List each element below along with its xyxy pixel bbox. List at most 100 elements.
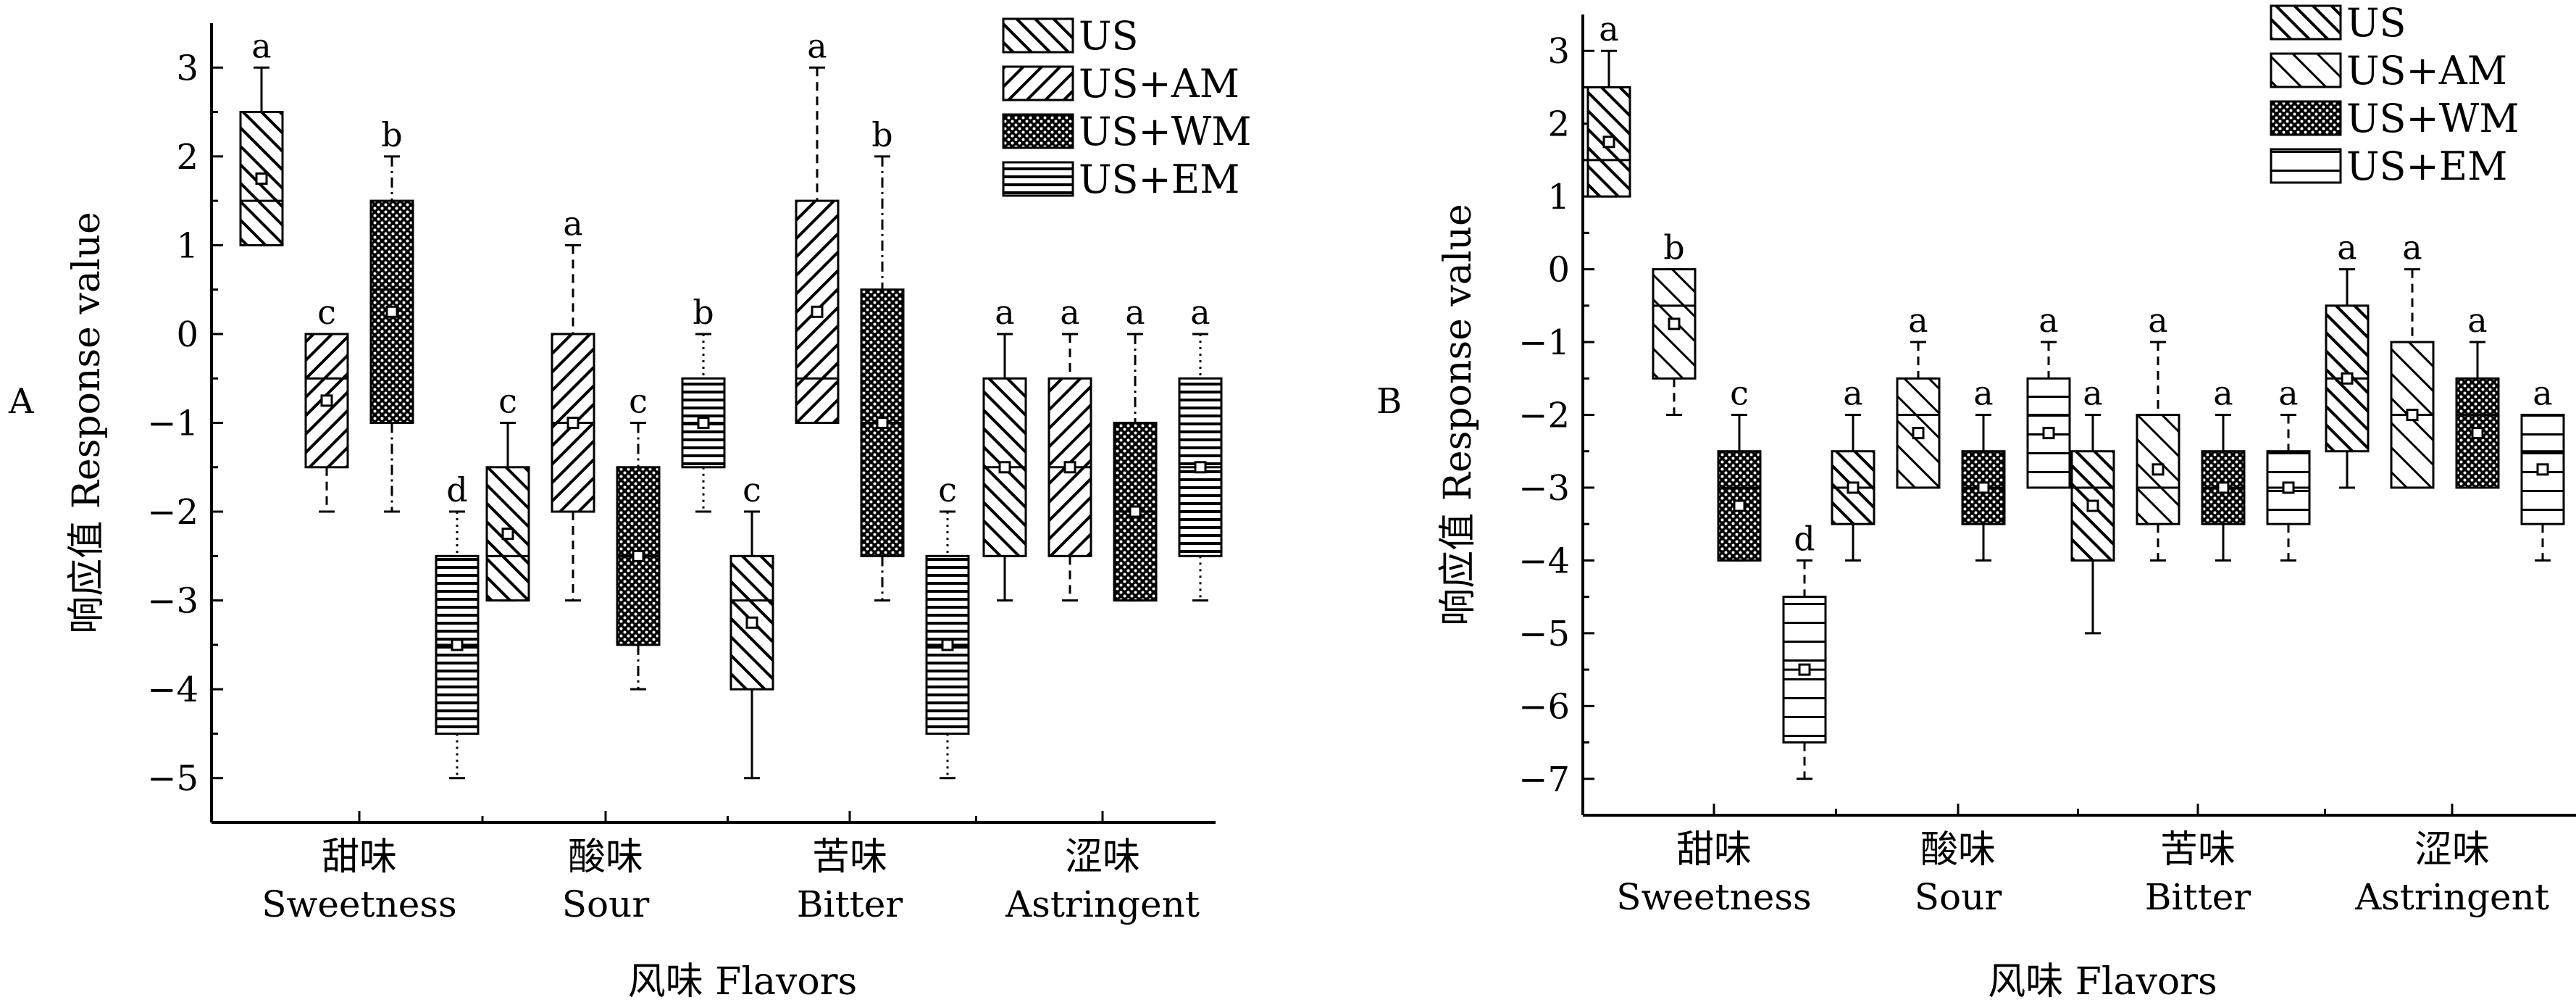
significance-letter: a: [2467, 301, 2487, 340]
box-us-0: a: [1586, 9, 1631, 198]
significance-letter: a: [2038, 301, 2058, 340]
legend-swatch: [1002, 161, 1074, 197]
significance-letter: a: [2213, 374, 2233, 413]
y-tick-label: −1: [1518, 322, 1570, 363]
legend-label: US+WM: [2346, 96, 2519, 141]
significance-letter: d: [446, 470, 467, 509]
box-usem-2: c: [925, 470, 970, 780]
box-uswm-0: b: [369, 115, 414, 513]
mean-marker: [2086, 499, 2099, 512]
mean-marker: [745, 616, 758, 629]
y-tick-label: −7: [1518, 759, 1570, 800]
mean-marker: [2536, 463, 2549, 476]
box-uswm-1: c: [616, 382, 661, 691]
y-tick-label: 0: [1547, 250, 1570, 291]
box-usem-1: a: [2026, 301, 2071, 489]
legend-swatch: [2270, 148, 2342, 184]
box-us-1: a: [1831, 374, 1875, 562]
box-uswm-3: a: [1113, 293, 1158, 602]
mean-marker: [501, 528, 514, 541]
x-category-label-en: Bitter: [2145, 876, 2251, 918]
mean-marker: [2341, 372, 2354, 385]
significance-letter: d: [1794, 519, 1815, 558]
box-usem-3: a: [1178, 293, 1223, 602]
box-usam-3: a: [2390, 228, 2435, 489]
y-tick-label: 0: [176, 314, 198, 355]
x-category-label-en: Sweetness: [262, 883, 456, 925]
y-tick-label: −3: [1518, 468, 1570, 509]
legend-label: US: [1079, 13, 1139, 59]
y-tick-label: −2: [1518, 396, 1570, 436]
mean-marker: [1733, 499, 1746, 512]
mean-marker: [2217, 481, 2230, 494]
mean-marker: [941, 638, 954, 651]
mean-marker: [998, 461, 1011, 474]
x-category-label-en: Sweetness: [1616, 876, 1811, 918]
legend-label: US+EM: [2346, 143, 2507, 189]
mean-marker: [1798, 663, 1811, 676]
y-tick-label: −5: [1518, 614, 1570, 654]
mean-marker: [1977, 481, 1990, 494]
significance-letter: c: [498, 382, 517, 421]
box-usem-3: a: [2520, 374, 2565, 562]
box-usem-1: b: [681, 293, 726, 513]
box-us-0: a: [239, 26, 284, 246]
y-tick-label: −6: [1518, 686, 1570, 727]
box-usam-2: a: [795, 26, 840, 424]
significance-letter: a: [2402, 228, 2422, 267]
mean-marker: [566, 417, 580, 429]
legend-label: US+WM: [1079, 109, 1252, 154]
significance-letter: a: [2148, 301, 2167, 340]
y-tick-label: 1: [176, 225, 198, 266]
mean-marker: [451, 638, 464, 651]
x-category-label-cn: 酸味: [1920, 828, 1996, 872]
significance-letter: a: [251, 26, 271, 65]
mean-marker: [1063, 461, 1076, 474]
x-category-label-cn: 酸味: [568, 836, 643, 879]
box-usam-3: a: [1047, 293, 1092, 602]
box-body: [304, 333, 349, 469]
significance-letter: b: [381, 115, 402, 154]
box-usem-0: d: [1782, 519, 1827, 780]
x-axis-label: 风味 Flavors: [1988, 960, 2217, 1000]
legend-label: US: [2346, 0, 2406, 46]
legend-swatch: [2270, 4, 2342, 41]
box-us-2: c: [729, 470, 774, 780]
y-tick-label: −2: [147, 492, 198, 533]
y-axis-label: 响应值 Response value: [65, 212, 109, 634]
significance-letter: a: [1060, 293, 1079, 332]
y-tick-label: −5: [147, 759, 198, 799]
box-uswm-2: b: [860, 115, 905, 602]
x-category-label-cn: 苦味: [2160, 828, 2236, 872]
y-tick-label: −1: [147, 404, 198, 444]
significance-letter: b: [1663, 228, 1684, 267]
significance-letter: a: [1843, 374, 1862, 413]
y-tick-label: −4: [147, 670, 198, 710]
significance-letter: a: [1125, 293, 1145, 332]
mean-marker: [1668, 317, 1681, 330]
legend-label: US+AM: [1079, 61, 1239, 107]
x-category-label-en: Sour: [1915, 876, 2002, 918]
legend-swatch: [2270, 52, 2342, 88]
mean-marker: [697, 417, 710, 429]
box-uswm-0: c: [1717, 374, 1762, 562]
significance-letter: c: [629, 382, 648, 421]
y-tick-label: 2: [1547, 104, 1570, 145]
significance-letter: c: [743, 470, 761, 509]
mean-marker: [2042, 427, 2055, 440]
y-tick-label: 2: [176, 137, 198, 178]
mean-marker: [2282, 481, 2295, 494]
box-usam-2: a: [2136, 301, 2180, 562]
mean-marker: [2151, 463, 2165, 476]
box-usem-0: d: [435, 470, 480, 780]
box-uswm-1: a: [1961, 374, 2006, 562]
y-tick-label: −4: [1518, 541, 1570, 581]
significance-letter: a: [807, 26, 827, 65]
x-category-label-en: Bitter: [797, 883, 903, 925]
legend-swatch: [1002, 65, 1074, 101]
legend-swatch: [1002, 113, 1074, 149]
mean-marker: [1912, 427, 1925, 440]
